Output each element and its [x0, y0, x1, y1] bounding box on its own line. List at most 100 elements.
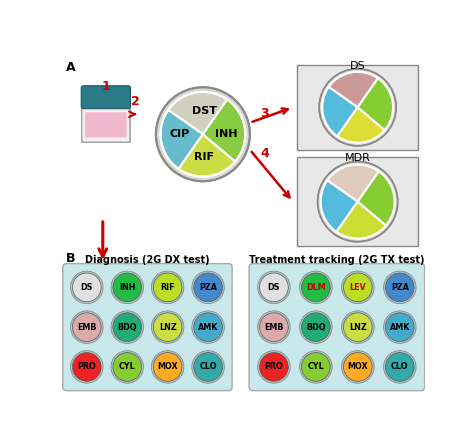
Text: DLM: DLM	[306, 283, 326, 292]
Text: 2: 2	[131, 95, 139, 108]
Text: PRO: PRO	[77, 362, 96, 372]
Text: LEV: LEV	[349, 283, 366, 292]
Text: Treatment tracking (2G TX test): Treatment tracking (2G TX test)	[249, 255, 425, 265]
Wedge shape	[179, 134, 235, 177]
Text: 4: 4	[261, 147, 269, 160]
Circle shape	[258, 271, 290, 303]
FancyBboxPatch shape	[81, 86, 130, 109]
Circle shape	[111, 311, 144, 344]
Circle shape	[73, 352, 101, 381]
Wedge shape	[168, 92, 227, 134]
Text: AMK: AMK	[198, 323, 218, 332]
Circle shape	[151, 311, 184, 344]
Circle shape	[258, 351, 290, 383]
Circle shape	[153, 273, 182, 302]
Text: EMB: EMB	[264, 323, 283, 332]
Circle shape	[111, 271, 144, 303]
Wedge shape	[328, 72, 378, 107]
Text: DS: DS	[81, 283, 93, 292]
FancyBboxPatch shape	[82, 105, 130, 142]
Circle shape	[111, 351, 144, 383]
FancyBboxPatch shape	[82, 86, 130, 142]
Circle shape	[192, 311, 224, 344]
Text: RIF: RIF	[194, 152, 214, 162]
Circle shape	[156, 87, 250, 181]
Circle shape	[342, 271, 374, 303]
Wedge shape	[322, 87, 358, 136]
Text: BDQ: BDQ	[118, 323, 137, 332]
FancyBboxPatch shape	[249, 263, 425, 391]
Wedge shape	[328, 165, 379, 202]
Circle shape	[151, 271, 184, 303]
Wedge shape	[337, 202, 386, 239]
Text: CYL: CYL	[308, 362, 324, 372]
Circle shape	[385, 352, 414, 381]
Circle shape	[71, 311, 103, 344]
Wedge shape	[161, 110, 203, 169]
Circle shape	[73, 273, 101, 302]
Text: RIF: RIF	[160, 283, 175, 292]
FancyBboxPatch shape	[297, 158, 419, 246]
Circle shape	[113, 352, 142, 381]
Text: LNZ: LNZ	[349, 323, 367, 332]
Circle shape	[113, 313, 142, 341]
Wedge shape	[203, 100, 245, 162]
Circle shape	[153, 313, 182, 341]
Text: CLO: CLO	[391, 362, 409, 372]
Circle shape	[192, 271, 224, 303]
Circle shape	[319, 69, 396, 146]
Text: AMK: AMK	[390, 323, 410, 332]
Circle shape	[71, 351, 103, 383]
Text: PZA: PZA	[391, 283, 409, 292]
Circle shape	[383, 351, 416, 383]
Circle shape	[194, 273, 222, 302]
Text: 3: 3	[261, 106, 269, 120]
Text: MOX: MOX	[347, 362, 368, 372]
Circle shape	[383, 311, 416, 344]
Circle shape	[344, 352, 372, 381]
Circle shape	[192, 351, 224, 383]
Wedge shape	[358, 171, 395, 225]
Text: CIP: CIP	[170, 129, 190, 139]
Text: INH: INH	[215, 129, 237, 139]
Circle shape	[385, 273, 414, 302]
Text: DST: DST	[192, 106, 217, 116]
Text: LNZ: LNZ	[159, 323, 176, 332]
Circle shape	[258, 311, 290, 344]
Text: DS: DS	[268, 283, 280, 292]
Circle shape	[300, 271, 332, 303]
Circle shape	[194, 352, 222, 381]
Circle shape	[153, 352, 182, 381]
Circle shape	[344, 313, 372, 341]
Circle shape	[301, 273, 330, 302]
Text: INH: INH	[119, 283, 136, 292]
Circle shape	[385, 313, 414, 341]
Circle shape	[300, 351, 332, 383]
Text: BDQ: BDQ	[306, 323, 326, 332]
Circle shape	[301, 313, 330, 341]
Circle shape	[342, 351, 374, 383]
Text: CYL: CYL	[119, 362, 136, 372]
FancyBboxPatch shape	[297, 65, 419, 150]
Text: PZA: PZA	[199, 283, 217, 292]
Circle shape	[260, 273, 288, 302]
Text: A: A	[66, 61, 75, 74]
FancyBboxPatch shape	[63, 263, 232, 391]
Circle shape	[383, 271, 416, 303]
Text: MDR: MDR	[345, 154, 371, 163]
Circle shape	[301, 352, 330, 381]
Text: EMB: EMB	[77, 323, 97, 332]
Circle shape	[71, 271, 103, 303]
Text: MOX: MOX	[157, 362, 178, 372]
Text: Diagnosis (2G DX test): Diagnosis (2G DX test)	[85, 255, 210, 265]
FancyBboxPatch shape	[85, 112, 127, 138]
Wedge shape	[321, 180, 358, 232]
Circle shape	[342, 311, 374, 344]
Circle shape	[73, 313, 101, 341]
Circle shape	[260, 352, 288, 381]
Circle shape	[318, 162, 398, 242]
Text: B: B	[66, 252, 75, 265]
Text: CLO: CLO	[200, 362, 217, 372]
Circle shape	[194, 313, 222, 341]
Wedge shape	[358, 78, 393, 130]
